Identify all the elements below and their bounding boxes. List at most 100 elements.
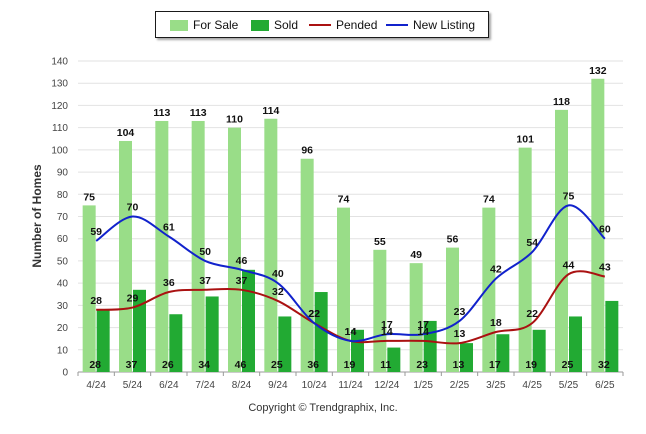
data-label-for-sale: 49 [410, 249, 422, 261]
legend: For Sale Sold Pended New Listing [155, 11, 489, 38]
x-tick-label: 9/24 [268, 380, 288, 391]
x-axis-ticks: 4/24 5/24 6/24 7/24 8/24 9/24 10/24 11/24 12/24 1… [77, 372, 624, 391]
x-tick-label: 2/25 [450, 380, 470, 391]
bar-sold [496, 334, 510, 372]
bar-for-sale [482, 207, 496, 372]
data-label-sold: 26 [162, 359, 174, 371]
data-label-for-sale: 110 [226, 114, 243, 126]
data-label-sold: 17 [489, 359, 501, 371]
data-label-sold: 25 [271, 359, 283, 371]
data-labels: 7528104371132611334110461142596367419551… [83, 65, 611, 371]
x-tick-label: 5/24 [123, 380, 143, 391]
x-tick-label: 11/24 [338, 380, 363, 391]
data-label-for-sale: 113 [190, 107, 207, 119]
x-tick-label: 10/24 [302, 380, 327, 391]
data-label-for-sale: 113 [153, 107, 170, 119]
bar-sold [278, 316, 292, 372]
x-tick-label: 6/25 [595, 380, 615, 391]
y-tick-label: 140 [51, 57, 68, 68]
x-tick-label: 4/25 [522, 380, 542, 391]
bar-for-sale [373, 249, 387, 372]
x-tick-label: 6/24 [159, 380, 179, 391]
data-label-new-listing: 54 [526, 237, 538, 249]
data-label-for-sale: 118 [553, 96, 570, 108]
x-tick-label: 7/24 [195, 380, 215, 391]
data-label-for-sale: 56 [447, 234, 459, 246]
bars [82, 78, 619, 373]
bar-sold [205, 296, 219, 372]
bar-for-sale [300, 158, 314, 372]
bar-sold [96, 309, 110, 372]
data-label-pended: 14 [417, 326, 429, 338]
y-tick-label: 120 [51, 101, 68, 112]
data-label-for-sale: 74 [338, 194, 350, 206]
data-label-for-sale: 114 [262, 105, 279, 117]
bar-for-sale [228, 127, 241, 373]
legend-swatch-pended [309, 24, 331, 26]
legend-label-pended: Pended [336, 18, 378, 32]
y-tick-label: 50 [57, 256, 69, 267]
data-label-new-listing: 70 [127, 202, 139, 214]
data-label-new-listing: 40 [272, 268, 284, 280]
y-tick-label: 80 [57, 190, 69, 201]
bar-sold [387, 347, 401, 372]
data-label-sold: 25 [562, 359, 574, 371]
legend-item-for-sale[interactable]: For Sale [170, 18, 238, 32]
y-axis-ticks: 0 10 20 30 40 50 60 70 80 90 100 110 120 130 140 [51, 57, 68, 379]
data-label-for-sale: 55 [374, 236, 386, 248]
data-label-pended: 14 [345, 326, 357, 338]
data-label-for-sale: 75 [83, 191, 95, 203]
data-label-sold: 19 [525, 359, 537, 371]
bar-for-sale [191, 120, 205, 372]
data-label-pended: 28 [90, 295, 102, 307]
data-label-for-sale: 96 [301, 145, 313, 157]
data-label-new-listing: 17 [381, 319, 393, 331]
legend-item-pended[interactable]: Pended [309, 18, 377, 32]
bar-sold [569, 316, 582, 372]
data-label-pended: 22 [526, 308, 538, 320]
bar-sold [169, 314, 183, 372]
data-label-new-listing: 75 [563, 190, 575, 202]
data-label-new-listing: 50 [199, 246, 211, 258]
data-label-new-listing: 14 [345, 326, 357, 338]
y-tick-label: 110 [52, 123, 68, 134]
bar-for-sale [119, 140, 132, 372]
data-label-new-listing: 23 [454, 306, 466, 318]
bar-for-sale [409, 263, 423, 372]
data-label-new-listing: 22 [308, 308, 320, 320]
grid-lines [78, 60, 623, 373]
bar-for-sale [555, 109, 568, 372]
data-label-pended: 32 [272, 286, 284, 298]
data-label-new-listing: 60 [599, 224, 611, 236]
line-new-listing [95, 204, 606, 343]
data-label-pended: 14 [381, 326, 393, 338]
data-label-sold: 37 [126, 359, 138, 371]
copyright-text: Copyright © Trendgraphix, Inc. [248, 402, 398, 414]
data-label-pended: 22 [308, 308, 320, 320]
bar-for-sale [82, 205, 96, 372]
bar-sold [133, 289, 146, 372]
legend-label-new-listing: New Listing [413, 18, 476, 32]
legend-item-sold[interactable]: Sold [251, 18, 298, 32]
bar-for-sale [446, 247, 459, 372]
data-label-pended: 43 [599, 261, 611, 273]
series-lines [95, 204, 606, 345]
bar-sold [532, 329, 546, 372]
legend-item-new-listing[interactable]: New Listing [386, 18, 475, 32]
bar-for-sale [591, 78, 605, 373]
y-tick-label: 70 [57, 212, 69, 223]
data-label-for-sale: 104 [117, 127, 135, 139]
x-tick-label: 12/24 [374, 380, 399, 391]
y-tick-label: 10 [57, 345, 69, 356]
data-label-sold: 28 [89, 359, 101, 371]
data-label-new-listing: 61 [163, 221, 175, 233]
bar-for-sale [264, 118, 278, 372]
data-label-for-sale: 132 [589, 65, 607, 77]
x-tick-label: 5/25 [559, 380, 579, 391]
x-tick-label: 1/25 [413, 380, 433, 391]
x-tick-label: 4/24 [86, 380, 106, 391]
y-tick-label: 130 [51, 79, 68, 90]
data-label-for-sale: 101 [516, 134, 534, 146]
data-label-sold: 36 [307, 359, 319, 371]
